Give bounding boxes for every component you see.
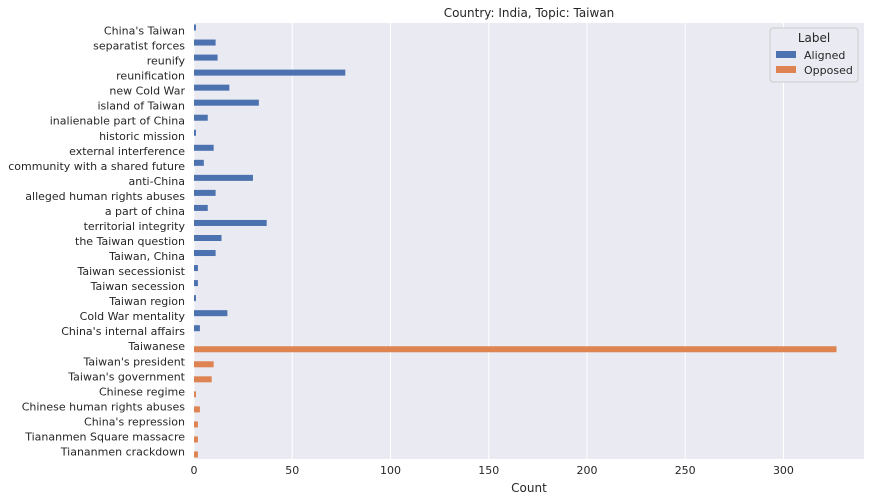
- legend: Label Aligned Opposed: [769, 27, 859, 83]
- y-tick-label: reunification: [116, 70, 185, 83]
- y-tick-label: community with a shared future: [8, 160, 185, 173]
- y-tick-label: China's repression: [84, 415, 185, 428]
- bar-aligned-alleged-human-rights-abuses: [194, 189, 216, 196]
- bar-aligned-reunify: [194, 54, 218, 61]
- bar-opposed-taiwan-s-president: [194, 361, 214, 368]
- bar-aligned-anti-china: [194, 174, 253, 181]
- bar-opposed-tiananmen-crackdown: [194, 451, 198, 458]
- bar-aligned-territorial-integrity: [194, 219, 267, 226]
- bar-aligned-island-of-taiwan: [194, 99, 259, 106]
- bar-opposed-tiananmen-square-massacre: [194, 436, 198, 443]
- y-tick-label: China's internal affairs: [61, 325, 185, 338]
- y-tick-label: Chinese human rights abuses: [22, 400, 186, 413]
- x-tick-label: 250: [675, 464, 696, 477]
- bar-opposed-taiwanese: [194, 346, 837, 353]
- x-tick-label: 50: [285, 464, 299, 477]
- bar-opposed-taiwan-s-government: [194, 376, 212, 383]
- bar-aligned-china-s-taiwan: [194, 24, 196, 31]
- bar-opposed-chinese-regime: [194, 391, 196, 398]
- bar-aligned-inalienable-part-of-china: [194, 114, 208, 121]
- gridlines: [193, 23, 784, 459]
- x-tick-label: 0: [191, 464, 198, 477]
- bar-aligned-external-interference: [194, 144, 214, 151]
- bar-aligned-the-taiwan-question: [194, 234, 222, 241]
- x-axis-label: Count: [511, 481, 547, 495]
- bar-aligned-taiwan-china: [194, 250, 216, 257]
- y-tick-label: island of Taiwan: [97, 100, 185, 113]
- y-tick-label: inalienable part of China: [50, 115, 185, 128]
- y-tick-label: Taiwan secession: [90, 280, 185, 293]
- bar-aligned-community-with-a-shared-future: [194, 159, 204, 166]
- y-tick-label: external interference: [69, 145, 185, 158]
- legend-label-aligned: Aligned: [804, 49, 845, 62]
- bar-aligned-taiwan-secession: [194, 280, 198, 287]
- legend-swatch-opposed: [776, 66, 796, 73]
- plot-area: [194, 23, 864, 459]
- bar-aligned-separatist-forces: [194, 39, 216, 46]
- y-tick-label: Taiwan's government: [67, 370, 185, 383]
- x-tick-label: 200: [576, 464, 597, 477]
- x-tick-labels: 0 50 100 150 200 250 300: [191, 464, 794, 477]
- y-tick-label: historic mission: [99, 130, 185, 143]
- bars: [194, 24, 837, 458]
- x-tick-label: 100: [380, 464, 401, 477]
- y-tick-label: Chinese regime: [99, 385, 185, 398]
- legend-swatch-aligned: [776, 51, 796, 58]
- legend-label-opposed: Opposed: [804, 64, 853, 77]
- y-tick-label: Taiwanese: [127, 340, 185, 353]
- chart-title: Country: India, Topic: Taiwan: [444, 6, 615, 20]
- y-tick-label: Taiwan region: [108, 295, 185, 308]
- y-tick-label: alleged human rights abuses: [25, 190, 185, 203]
- bar-aligned-a-part-of-china: [194, 204, 208, 211]
- y-tick-label: separatist forces: [93, 40, 185, 53]
- y-tick-label: reunify: [147, 55, 186, 68]
- legend-title: Label: [798, 31, 830, 45]
- y-tick-label: China's Taiwan: [104, 25, 185, 38]
- bar-aligned-taiwan-secessionist: [194, 265, 198, 272]
- y-tick-label: Tiananmen crackdown: [60, 445, 185, 458]
- y-tick-label: Taiwan secessionist: [76, 265, 185, 278]
- y-tick-label: a part of china: [105, 205, 185, 218]
- y-tick-label: anti-China: [129, 175, 185, 188]
- y-tick-label: Cold War mentality: [80, 310, 186, 323]
- bar-aligned-taiwan-region: [194, 295, 196, 302]
- bar-aligned-cold-war-mentality: [194, 310, 228, 317]
- bar-aligned-china-s-internal-affairs: [194, 325, 200, 332]
- bar-aligned-new-cold-war: [194, 84, 230, 91]
- bar-opposed-china-s-repression: [194, 421, 198, 428]
- x-tick-label: 150: [478, 464, 499, 477]
- y-tick-label: Taiwan, China: [108, 250, 185, 263]
- x-tick-label: 300: [773, 464, 794, 477]
- y-tick-labels: China's Taiwan separatist forces reunify re…: [8, 25, 185, 459]
- bar-aligned-reunification: [194, 69, 346, 76]
- y-tick-label: Tiananmen Square massacre: [24, 430, 185, 443]
- y-tick-label: new Cold War: [109, 85, 185, 98]
- y-tick-label: territorial integrity: [84, 220, 186, 233]
- y-tick-label: Taiwan's president: [82, 355, 185, 368]
- y-tick-label: the Taiwan question: [75, 235, 185, 248]
- bar-opposed-chinese-human-rights-abuses: [194, 406, 200, 413]
- bar-aligned-historic-mission: [194, 129, 196, 136]
